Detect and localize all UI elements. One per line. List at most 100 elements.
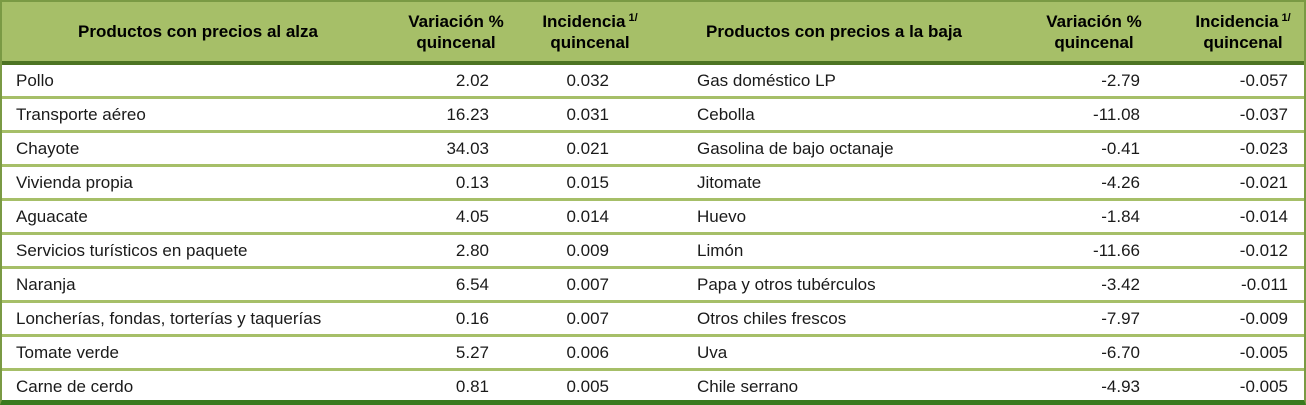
alza-incidencia-value: 0.014 — [566, 206, 609, 226]
alza-product-name: Transporte aéreo — [16, 104, 146, 124]
header-alza-variacion: Variación % quincenal — [394, 2, 518, 61]
alza-incidencia-value: 0.007 — [566, 308, 609, 328]
column-gap — [614, 371, 683, 400]
baja-variacion-value: -7.97 — [1101, 308, 1140, 328]
alza-incidencia-value: 0.009 — [566, 240, 609, 260]
alza-variacion-value: 0.81 — [455, 376, 489, 396]
header-alza-incidencia: Incidencia 1/ quincenal — [518, 2, 662, 61]
incidencia-label: Incidencia — [1195, 11, 1279, 31]
incidencia-sublabel: quincenal — [1203, 32, 1283, 52]
baja-product-name: Uva — [697, 342, 728, 362]
column-gap — [614, 235, 683, 266]
variacion-label: Variación % — [1046, 11, 1142, 31]
alza-incidencia-value: 0.007 — [566, 274, 609, 294]
variacion-label: Variación % — [408, 11, 504, 31]
baja-variacion-value: -11.66 — [1093, 240, 1140, 260]
table-row: Chayote 34.03 0.021 Gasolina de bajo oct… — [2, 133, 1304, 167]
baja-incidencia-value: -0.014 — [1239, 206, 1288, 226]
alza-product-name: Naranja — [16, 274, 76, 294]
alza-incidencia-value: 0.015 — [566, 172, 609, 192]
alza-product-name: Vivienda propia — [16, 172, 133, 192]
alza-incidencia-value: 0.005 — [566, 376, 609, 396]
baja-variacion-value: -4.93 — [1101, 376, 1140, 396]
alza-product-name: Tomate verde — [16, 342, 119, 362]
incidencia-sublabel: quincenal — [550, 32, 630, 52]
variacion-sublabel: quincenal — [416, 32, 496, 52]
table-row: Loncherías, fondas, torterías y taquería… — [2, 303, 1304, 337]
baja-variacion-value: -4.26 — [1101, 172, 1140, 192]
baja-product-name: Jitomate — [697, 172, 762, 192]
table-row: Servicios turísticos en paquete 2.80 0.0… — [2, 235, 1304, 269]
table-row: Vivienda propia 0.13 0.015 Jitomate -4.2… — [2, 167, 1304, 201]
column-gap — [614, 99, 683, 130]
baja-incidencia-value: -0.012 — [1239, 240, 1288, 260]
baja-product-name: Papa y otros tubérculos — [697, 274, 876, 294]
baja-variacion-value: -11.08 — [1093, 104, 1140, 124]
baja-variacion-value: -6.70 — [1101, 342, 1140, 362]
alza-product-name: Aguacate — [16, 206, 88, 226]
baja-product-name: Huevo — [697, 206, 747, 226]
baja-variacion-value: -3.42 — [1101, 274, 1140, 294]
alza-variacion-value: 4.05 — [455, 206, 489, 226]
baja-variacion-value: -2.79 — [1101, 70, 1140, 90]
baja-product-name: Gas doméstico LP — [697, 70, 836, 90]
table-row: Pollo 2.02 0.032 Gas doméstico LP -2.79 … — [2, 65, 1304, 99]
baja-product-name: Gasolina de bajo octanaje — [697, 138, 894, 158]
column-gap — [614, 337, 683, 368]
alza-variacion-value: 0.13 — [455, 172, 489, 192]
alza-incidencia-value: 0.021 — [566, 138, 609, 158]
alza-product-name: Servicios turísticos en paquete — [16, 240, 248, 260]
alza-product-name: Pollo — [16, 70, 54, 90]
table-row: Tomate verde 5.27 0.006 Uva -6.70 -0.005 — [2, 337, 1304, 371]
baja-product-name: Cebolla — [697, 104, 755, 124]
alza-variacion-value: 0.16 — [455, 308, 489, 328]
baja-incidencia-value: -0.021 — [1239, 172, 1288, 192]
baja-product-name: Limón — [697, 240, 744, 260]
alza-variacion-value: 5.27 — [455, 342, 489, 362]
column-gap — [614, 133, 683, 164]
table-row: Carne de cerdo 0.81 0.005 Chile serrano … — [2, 371, 1304, 400]
column-gap — [614, 201, 683, 232]
column-gap — [614, 167, 683, 198]
table-row: Transporte aéreo 16.23 0.031 Cebolla -11… — [2, 99, 1304, 133]
footnote-marker: 1/ — [1281, 11, 1291, 24]
alza-incidencia-value: 0.031 — [566, 104, 609, 124]
table-body: Pollo 2.02 0.032 Gas doméstico LP -2.79 … — [2, 65, 1304, 400]
table-header-row: Productos con precios al alza Variación … — [2, 2, 1304, 65]
baja-incidencia-value: -0.005 — [1239, 342, 1288, 362]
alza-product-name: Carne de cerdo — [16, 376, 134, 396]
alza-incidencia-value: 0.032 — [566, 70, 609, 90]
table-row: Aguacate 4.05 0.014 Huevo -1.84 -0.014 — [2, 201, 1304, 235]
column-gap — [614, 269, 683, 300]
header-baja-title: Productos con precios a la baja — [662, 2, 1006, 61]
header-baja-title-label: Productos con precios a la baja — [705, 22, 963, 41]
header-alza-title: Productos con precios al alza — [2, 2, 394, 61]
baja-product-name: Otros chiles frescos — [697, 308, 847, 328]
incidencia-label: Incidencia — [542, 11, 626, 31]
column-gap — [614, 65, 683, 96]
baja-incidencia-value: -0.023 — [1239, 138, 1288, 158]
column-gap — [614, 303, 683, 334]
baja-incidencia-value: -0.005 — [1239, 376, 1288, 396]
alza-variacion-value: 2.80 — [455, 240, 489, 260]
alza-product-name: Loncherías, fondas, torterías y taquería… — [16, 308, 322, 328]
variacion-sublabel: quincenal — [1054, 32, 1134, 52]
baja-variacion-value: -1.84 — [1101, 206, 1140, 226]
alza-incidencia-value: 0.006 — [566, 342, 609, 362]
alza-variacion-value: 16.23 — [446, 104, 489, 124]
table-row: Naranja 6.54 0.007 Papa y otros tubércul… — [2, 269, 1304, 303]
baja-incidencia-value: -0.037 — [1239, 104, 1288, 124]
baja-incidencia-value: -0.057 — [1239, 70, 1288, 90]
baja-incidencia-value: -0.011 — [1241, 274, 1288, 294]
baja-variacion-value: -0.41 — [1101, 138, 1140, 158]
footnote-marker: 1/ — [628, 11, 638, 24]
alza-variacion-value: 2.02 — [455, 70, 489, 90]
alza-variacion-value: 34.03 — [446, 138, 489, 158]
header-alza-title-label: Productos con precios al alza — [78, 22, 318, 41]
alza-product-name: Chayote — [16, 138, 80, 158]
baja-product-name: Chile serrano — [697, 376, 799, 396]
alza-variacion-value: 6.54 — [455, 274, 489, 294]
header-baja-incidencia: Incidencia 1/ quincenal — [1182, 2, 1304, 61]
header-baja-variacion: Variación % quincenal — [1006, 2, 1182, 61]
